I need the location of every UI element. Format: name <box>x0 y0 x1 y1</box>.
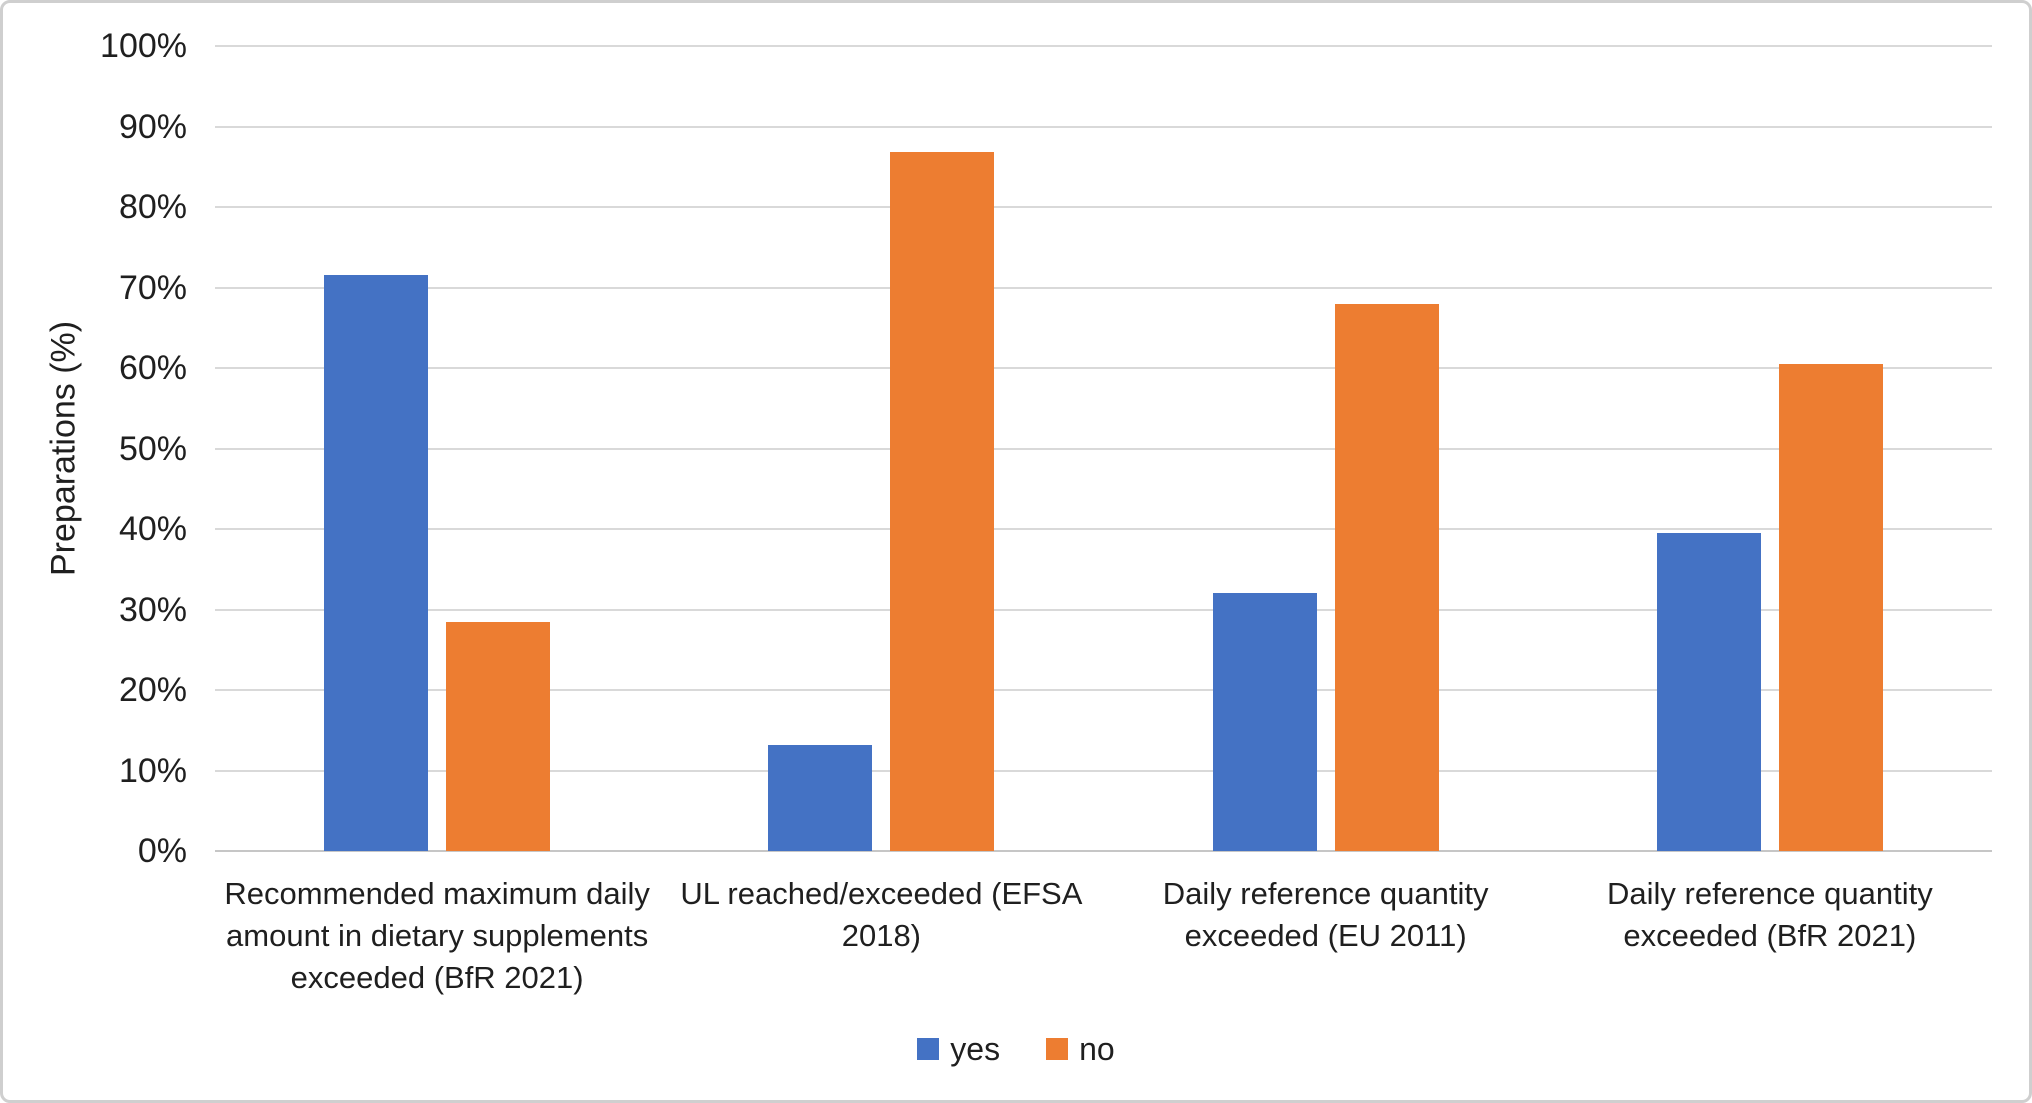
x-label-4: Daily reference quantity exceeded (BfR 2… <box>1607 876 1933 953</box>
bar-yes-group-3 <box>1212 593 1317 851</box>
y-tick-label-40: 40% <box>118 510 187 548</box>
bar-no-group-1 <box>446 622 551 851</box>
bar-no-group-4 <box>1778 363 1883 851</box>
y-tick-label-10: 10% <box>118 751 187 790</box>
legend-label-yes: yes <box>950 1031 1001 1067</box>
x-label-cell-2: UL reached/exceeded (EFSA 2018) <box>659 873 1103 999</box>
bar-group-3 <box>1104 46 1548 851</box>
bar-yes-group-1 <box>324 274 429 851</box>
y-tick-label-70: 70% <box>118 268 187 307</box>
bar-group-4 <box>1548 46 1992 851</box>
x-label-3: Daily reference quantity exceeded (EU 20… <box>1162 876 1489 953</box>
gridline-60 <box>215 367 1992 369</box>
plot-area <box>215 45 1992 852</box>
bar-no-group-3 <box>1334 303 1439 851</box>
y-tick-label-60: 60% <box>118 349 187 387</box>
gridline-0 <box>215 850 1992 852</box>
x-label-cell-1: Recommended maximum daily amount in diet… <box>215 873 659 999</box>
y-axis: 0% 10% 20% 30% 40% 50% 60% 70% 80% 90% 100% <box>3 27 195 870</box>
gridline-50 <box>215 447 1992 450</box>
legend-swatch-icon <box>917 1038 940 1060</box>
legend-item-no: no <box>1046 1031 1115 1067</box>
bar-group-1 <box>215 46 659 851</box>
y-tick-label-30: 30% <box>118 590 187 629</box>
bar-yes-group-2 <box>768 744 873 851</box>
gridline-30 <box>215 608 1992 611</box>
legend: yes no <box>3 1031 2029 1067</box>
gridline-20 <box>215 689 1992 691</box>
y-tick-label-90: 90% <box>118 107 187 146</box>
y-tick-label-100: 100% <box>100 27 187 65</box>
gridline-70 <box>215 286 1992 289</box>
gridline-40 <box>215 528 1992 530</box>
bar-yes-group-4 <box>1656 533 1761 851</box>
legend-item-yes: yes <box>917 1031 1000 1067</box>
gridline-100 <box>215 45 1992 47</box>
bar-no-group-2 <box>890 152 995 851</box>
gridline-80 <box>215 206 1992 208</box>
x-axis-labels: Recommended maximum daily amount in diet… <box>215 873 1992 999</box>
legend-swatch-icon <box>1046 1038 1069 1060</box>
y-tick-label-50: 50% <box>118 429 187 468</box>
gridline-10 <box>215 769 1992 772</box>
x-label-cell-4: Daily reference quantity exceeded (BfR 2… <box>1548 873 1992 999</box>
gridline-90 <box>215 125 1992 128</box>
y-tick-label-20: 20% <box>118 671 187 709</box>
legend-label-no: no <box>1079 1031 1115 1067</box>
bar-group-2 <box>659 46 1103 851</box>
x-label-2: UL reached/exceeded (EFSA 2018) <box>680 876 1083 953</box>
y-tick-label-0: 0% <box>137 832 187 870</box>
y-tick-label-80: 80% <box>118 188 187 226</box>
x-label-1: Recommended maximum daily amount in diet… <box>224 876 650 995</box>
x-label-cell-3: Daily reference quantity exceeded (EU 20… <box>1104 873 1548 999</box>
